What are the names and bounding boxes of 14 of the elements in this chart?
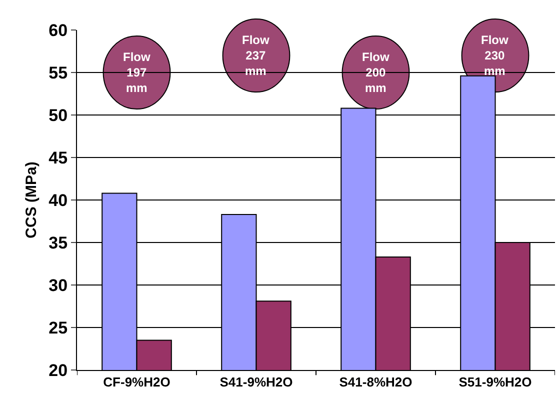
y-tick-label: 50 [48, 106, 68, 125]
x-tick-label: CF-9%H2O [103, 374, 170, 390]
y-tick-label: 45 [48, 148, 68, 168]
x-tick-label: S41-8%H2O [339, 374, 412, 390]
y-tick-label: 20 [48, 360, 68, 380]
y-tick-label: 60 [48, 20, 68, 40]
y-tick-label: 40 [48, 190, 68, 210]
y-tick-label: 55 [48, 63, 68, 82]
y-axis-title: CCS (MPa) [22, 162, 40, 238]
y-tick-label: 35 [48, 233, 68, 252]
x-tick-label: S51-9%H2O [458, 374, 532, 390]
y-tick-label: 30 [48, 276, 68, 295]
x-tick-label: S41-9%H2O [220, 374, 293, 390]
y-tick-label: 25 [48, 318, 68, 338]
